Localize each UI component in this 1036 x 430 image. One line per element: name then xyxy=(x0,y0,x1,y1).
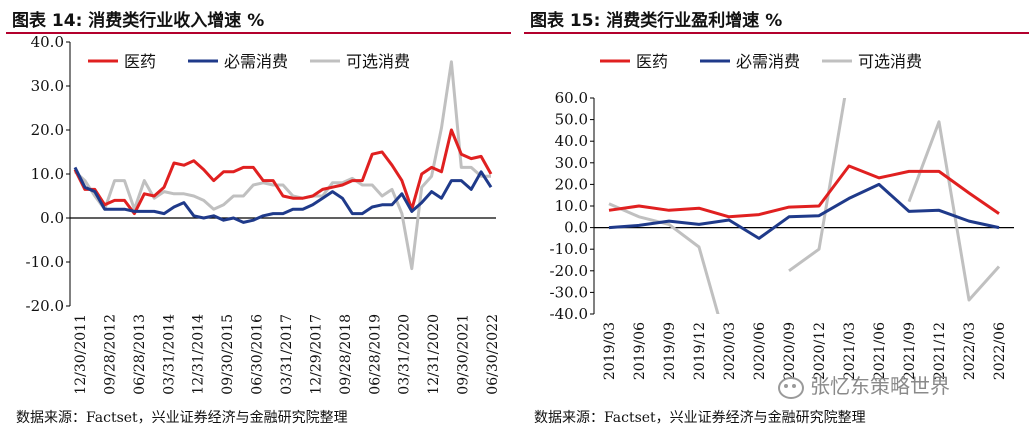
y-tick-label: 0.0 xyxy=(40,209,64,227)
x-tick-label: 2019/09 xyxy=(662,322,678,380)
x-tick-label: 03/31/2017 xyxy=(279,314,295,395)
x-tick-label: 2020/03 xyxy=(722,322,738,380)
y-tick-label: 40.0 xyxy=(555,132,588,150)
x-tick-label: 06/28/2019 xyxy=(367,314,383,395)
chart-panel-revenue-growth: 图表 14: 消费类行业收入增速 % 40.0 30.0 20.0 10.0 0.0 -1… xyxy=(6,11,511,426)
y-tick-label: 40.0 xyxy=(31,33,64,51)
y-tick-label: 0.0 xyxy=(564,219,588,237)
y-tick-label: 10.0 xyxy=(555,197,588,215)
series-line-3 xyxy=(608,98,1001,314)
y-tick-label: -40.0 xyxy=(550,305,588,323)
legend-label: 可选消费 xyxy=(858,52,922,71)
title-rule xyxy=(6,32,511,34)
wechat-icon xyxy=(778,376,804,399)
legend-label: 必需消费 xyxy=(736,52,800,71)
x-tick-label: 06/30/2016 xyxy=(250,314,266,395)
y-tick-label: -10.0 xyxy=(550,240,588,258)
x-tick-label: 2020/12 xyxy=(812,322,828,380)
x-tick-label: 2020/06 xyxy=(752,322,768,380)
y-tick-label: 20.0 xyxy=(31,121,64,139)
x-tick-label: 2019/12 xyxy=(692,322,708,380)
y-tick-label: 10.0 xyxy=(31,165,64,183)
x-tick-label: 2021/06 xyxy=(872,322,888,380)
series-line-1 xyxy=(608,164,1000,219)
chart-revenue-growth: 40.0 30.0 20.0 10.0 0.0 -10.0 -20.0 12/30/2011 0… xyxy=(26,33,501,395)
y-tick-label: -30.0 xyxy=(550,283,588,301)
legend-label: 可选消费 xyxy=(346,52,410,71)
x-tick-label: 2021/03 xyxy=(842,322,858,380)
chart-title: 图表 14: 消费类行业收入增速 % xyxy=(12,11,265,31)
chart-title: 图表 15: 消费类行业盈利增速 % xyxy=(530,11,783,31)
x-tick-label: 09/30/2021 xyxy=(456,314,472,395)
y-tick-label: -20.0 xyxy=(550,262,588,280)
x-tick-label: 2020/09 xyxy=(782,322,798,380)
x-tick-label: 03/31/2020 xyxy=(397,314,413,395)
x-tick-label: 06/30/2022 xyxy=(485,314,501,395)
legend-label: 必需消费 xyxy=(224,52,288,71)
x-tick-label: 09/28/2012 xyxy=(102,314,118,395)
y-tick-label: 50.0 xyxy=(555,111,588,129)
watermark-text: 张忆东策略世界 xyxy=(810,374,950,398)
watermark: 张忆东策略世界 xyxy=(778,370,950,399)
legend-label: 医药 xyxy=(636,52,668,71)
x-tick-label: 12/29/2017 xyxy=(308,314,324,395)
x-tick-label: 2021/09 xyxy=(902,322,918,380)
x-tick-label: 2019/06 xyxy=(632,322,648,380)
source-note: 数据来源：Factset，兴业证券经济与金融研究院整理 xyxy=(16,410,348,426)
x-tick-label: 2019/03 xyxy=(602,322,618,380)
series-line-1 xyxy=(73,128,493,216)
series-line-2 xyxy=(608,182,1000,240)
x-tick-label: 12/31/2014 xyxy=(191,314,207,395)
title-rule xyxy=(524,32,1029,34)
chart-panel-profit-growth: 图表 15: 消费类行业盈利增速 % 60.0 50.0 40.0 30.0 20.0 1… xyxy=(518,0,1036,430)
x-tick-label: 2021/12 xyxy=(932,322,948,380)
x-tick-label: 03/31/2014 xyxy=(161,314,177,395)
y-tick-label: 60.0 xyxy=(555,89,588,107)
x-tick-label: 2022/06 xyxy=(992,322,1008,380)
x-tick-label: 12/30/2011 xyxy=(73,314,89,395)
chart-profit-growth: 60.0 50.0 40.0 30.0 20.0 10.0 0.0 -10.0 -20.0 -30… xyxy=(550,52,1014,380)
x-tick-label: 2022/03 xyxy=(962,322,978,380)
x-tick-label: 12/31/2020 xyxy=(426,314,442,395)
series-line-3 xyxy=(74,60,491,271)
y-tick-label: 30.0 xyxy=(555,154,588,172)
legend-label: 医药 xyxy=(124,52,156,71)
y-tick-label: 20.0 xyxy=(555,175,588,193)
series-line-2 xyxy=(73,166,493,224)
y-tick-label: -10.0 xyxy=(26,253,64,271)
x-tick-label: 06/28/2013 xyxy=(132,314,148,395)
source-note: 数据来源：Factset，兴业证券经济与金融研究院整理 xyxy=(534,410,866,426)
x-tick-label: 09/28/2018 xyxy=(338,314,354,395)
y-tick-label: -20.0 xyxy=(26,297,64,315)
y-tick-label: 30.0 xyxy=(31,77,64,95)
x-tick-label: 09/30/2015 xyxy=(220,314,236,395)
